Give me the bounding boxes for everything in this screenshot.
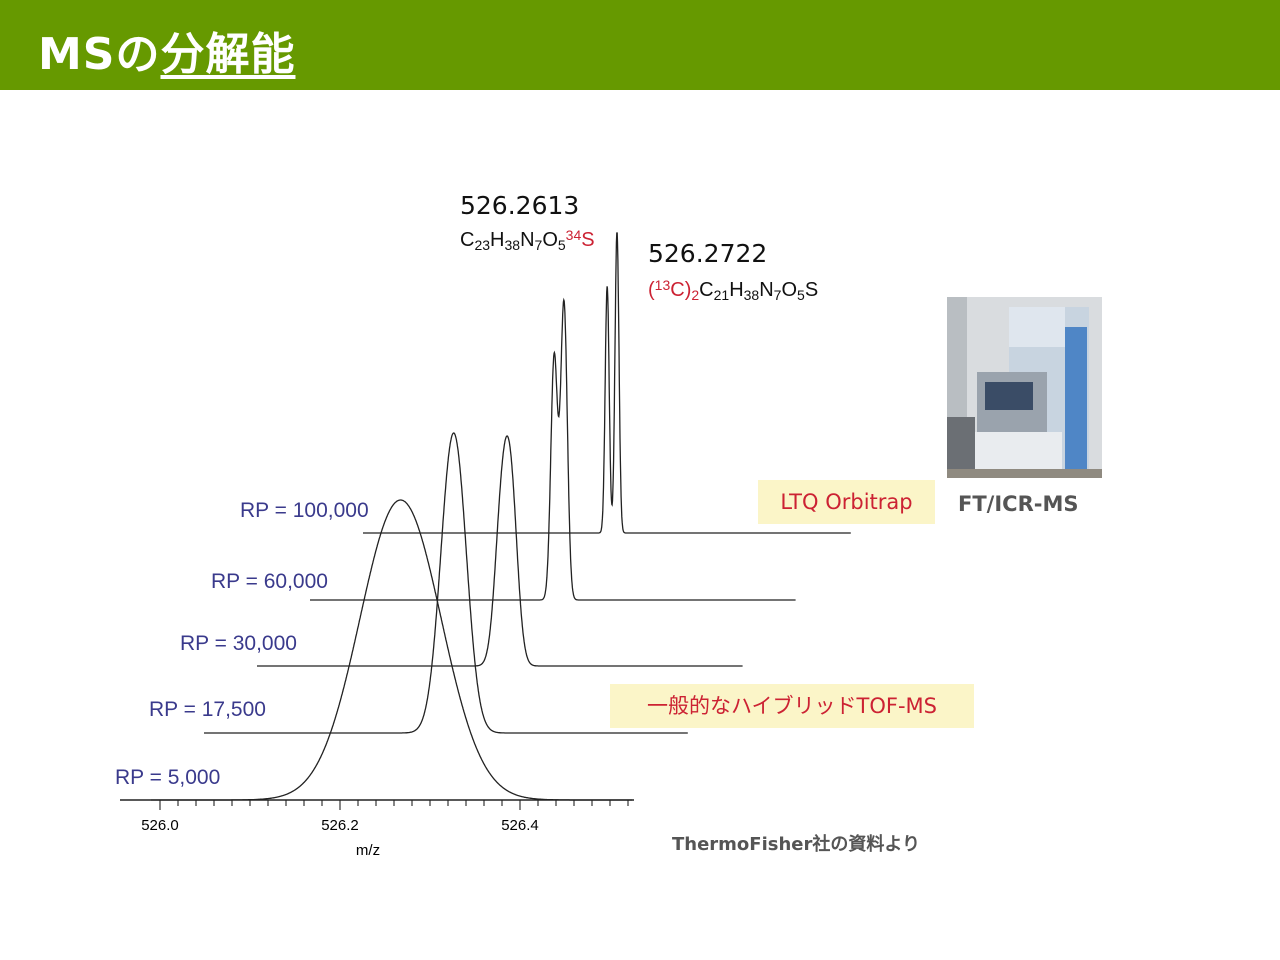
formula-part: C (699, 279, 713, 301)
formula-part: C (460, 229, 474, 251)
formula-part: 5 (558, 237, 566, 253)
tof-label: 一般的なハイブリッドTOF-MS (610, 684, 974, 728)
trace-line (257, 435, 743, 667)
rp-label: RP = 100,000 (240, 499, 369, 522)
formula-part: ( (648, 279, 655, 301)
formula-part: 7 (535, 237, 543, 253)
formula-part: S (805, 279, 818, 301)
formula-part: 34 (566, 227, 582, 243)
x-tick-label: 526.0 (141, 817, 179, 834)
peak-mass-label: 526.2722 (648, 239, 767, 268)
formula-part: 38 (504, 237, 520, 253)
x-axis-title: m/z (356, 842, 380, 859)
formula-part: 13 (655, 277, 671, 293)
x-tick-label: 526.2 (321, 817, 359, 834)
instrument-photo (947, 297, 1102, 478)
formula-part: O (542, 229, 558, 251)
formula-part: N (520, 229, 534, 251)
peak-formula: (13C)2C21H38N7O5S (648, 277, 818, 303)
trace-line (204, 432, 688, 734)
title-underlined: 分解能 (160, 29, 296, 80)
formula-part: 5 (797, 287, 805, 303)
rp-label: RP = 5,000 (115, 766, 220, 789)
orbitrap-label: LTQ Orbitrap (758, 480, 935, 524)
peak-formula: C23H38N7O534S (460, 227, 595, 253)
title-main: MSの (38, 29, 161, 80)
title-bar: MSの分解能 (0, 0, 1280, 90)
formula-part: H (729, 279, 743, 301)
formula-part: N (759, 279, 773, 301)
peak-mass-label: 526.2613 (460, 191, 579, 220)
formula-part: 38 (744, 287, 760, 303)
rp-label: RP = 17,500 (149, 698, 266, 721)
rp-label: RP = 30,000 (180, 632, 297, 655)
formula-part: S (581, 229, 594, 251)
formula-part: H (490, 229, 504, 251)
formula-part: 23 (474, 237, 490, 253)
trace-line (363, 232, 851, 534)
formula-part: 2 (691, 287, 699, 303)
trace-line (310, 297, 796, 601)
formula-part: 7 (774, 287, 782, 303)
page-title: MSの分解能 (38, 18, 295, 82)
source-note: ThermoFisher社の資料より (672, 834, 921, 855)
formula-part: 21 (714, 287, 730, 303)
x-tick-label: 526.4 (501, 817, 539, 834)
rp-label: RP = 60,000 (211, 570, 328, 593)
formula-part: C) (670, 279, 691, 301)
ft-icr-label: FT/ICR-MS (958, 492, 1079, 516)
instrument-illustration (947, 297, 1102, 478)
formula-part: O (781, 279, 797, 301)
